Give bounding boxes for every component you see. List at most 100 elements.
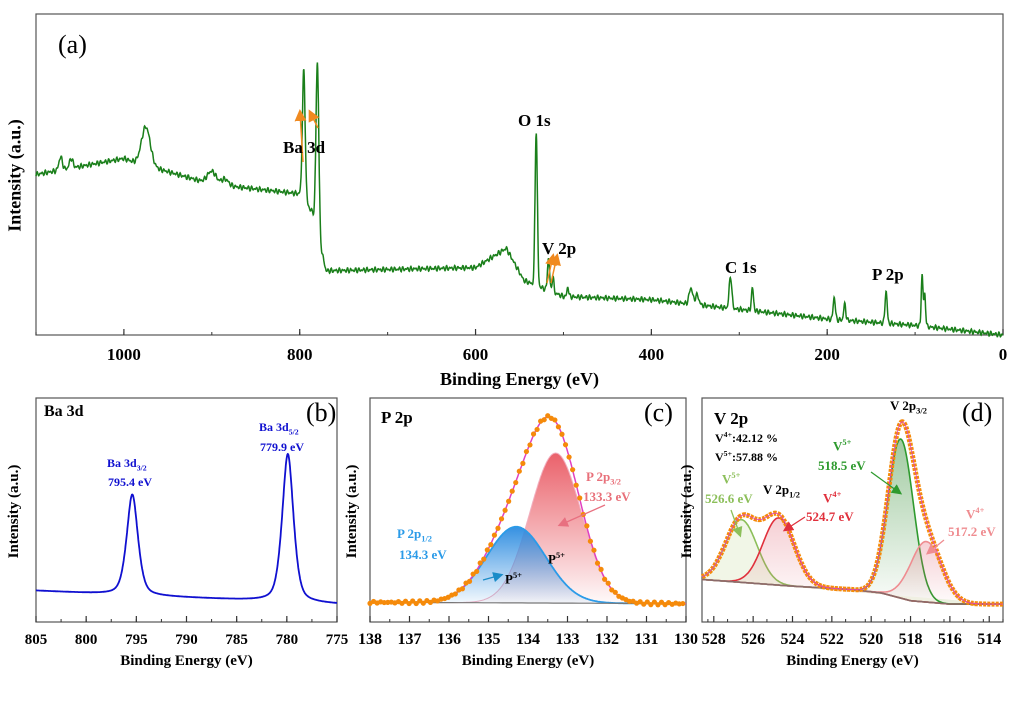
annotation-arrow xyxy=(308,109,320,129)
data-point xyxy=(513,479,519,486)
state-sup: 5+ xyxy=(555,550,565,560)
x-tick-label: 138 xyxy=(358,631,382,648)
state-p5-b: P5+ xyxy=(548,550,565,567)
x-tick-label: 132 xyxy=(595,631,619,648)
x-tick-label: 780 xyxy=(276,632,299,648)
panel-label-d: (d) xyxy=(962,398,993,427)
data-point xyxy=(413,600,419,607)
state-text: V xyxy=(966,506,976,522)
data-point xyxy=(584,523,590,529)
ion: V xyxy=(715,431,724,445)
group-v2p12: V 2p1/2 xyxy=(763,483,800,499)
state-sup: 4+ xyxy=(975,505,985,515)
state-v5-526: V5+ xyxy=(722,471,740,486)
x-tick-label: 135 xyxy=(477,631,501,648)
x-tick-label: 514 xyxy=(977,631,1001,648)
state-p5-a: P5+ xyxy=(505,570,522,587)
ba3d-spectrum-line xyxy=(36,452,337,604)
data-point xyxy=(562,442,569,448)
title-c: P 2p xyxy=(381,408,413,427)
label-sub: 1/2 xyxy=(789,489,800,500)
ion-sup: 5+ xyxy=(723,449,733,458)
state-text: P xyxy=(505,571,513,587)
x-tick-label: 133 xyxy=(556,631,580,648)
ratio-v5: V5+:57.88 % xyxy=(715,450,778,463)
state-v5-518: V5+ xyxy=(833,438,851,454)
data-point xyxy=(466,578,473,584)
data-point xyxy=(577,495,583,501)
state-text: V xyxy=(833,438,843,454)
annotation-p2p: P 2p xyxy=(872,265,904,284)
energy-v4-517: 517.2 eV xyxy=(948,524,996,539)
x-tick-label: 790 xyxy=(175,632,198,648)
data-point xyxy=(534,426,540,433)
data-point xyxy=(552,417,558,423)
peak-label-ba-795: Ba 3d3/2 xyxy=(107,457,147,472)
data-point xyxy=(559,431,565,437)
panel-label-c: (c) xyxy=(644,398,673,427)
panel-label-b: (b) xyxy=(306,398,337,427)
annotation-c1s: C 1s xyxy=(725,258,757,277)
label-text: Ba 3d xyxy=(259,420,289,434)
label-text: Ba 3d xyxy=(107,456,137,470)
energy-p2p12: 134.3 eV xyxy=(399,547,447,562)
x-tick-label: 520 xyxy=(859,631,883,648)
data-point xyxy=(541,417,547,423)
annotation-arrow xyxy=(730,509,743,538)
x-tick-label: 795 xyxy=(125,632,148,648)
title-d: V 2p xyxy=(714,409,749,428)
envelope-line xyxy=(701,421,1003,605)
data-point xyxy=(527,442,533,448)
annotation-arrow xyxy=(557,504,606,527)
data-point xyxy=(520,460,526,466)
data-point xyxy=(644,599,650,605)
energy-p2p32: 133.3 eV xyxy=(583,489,631,504)
ratio-value: :42.12 % xyxy=(732,431,779,445)
energy-v5-518: 518.5 eV xyxy=(818,458,866,473)
peak-energy-ba-795: 795.4 eV xyxy=(108,476,152,488)
x-tick-label: 134 xyxy=(516,631,540,648)
data-point xyxy=(484,547,490,553)
data-point xyxy=(470,571,476,577)
survey-spectrum-line xyxy=(35,62,1004,338)
label-p2p12: P 2p1/2 xyxy=(397,527,432,543)
label-text: P 2p xyxy=(397,526,422,541)
annotation-o1s: O 1s xyxy=(518,111,551,130)
data-point xyxy=(477,560,483,566)
component-fill xyxy=(702,517,1003,605)
ratio-v4: V4+:42.12 % xyxy=(715,431,778,444)
ylabel-d: Intensity (a.u.) xyxy=(679,464,695,559)
data-point xyxy=(591,547,597,553)
data-point xyxy=(555,424,562,430)
x-tick-label: 400 xyxy=(639,345,665,364)
energy-text: 795.4 eV xyxy=(108,475,152,489)
peak-label-ba-780: Ba 3d5/2 xyxy=(259,421,299,436)
x-tick-label: 805 xyxy=(25,632,48,648)
data-point xyxy=(612,589,618,595)
x-tick-label: 526 xyxy=(741,631,765,648)
ylabel-b: Intensity (a.u.) xyxy=(6,464,22,559)
x-tick-label: 775 xyxy=(326,632,349,648)
state-v4-524: V4+ xyxy=(823,490,841,505)
label-sub: 3/2 xyxy=(610,476,622,487)
state-v4-517: V4+ xyxy=(966,505,985,522)
annotation-arrow xyxy=(294,109,307,163)
data-point xyxy=(545,413,551,419)
data-point xyxy=(566,454,572,460)
data-point xyxy=(498,516,505,522)
x-tick-label: 785 xyxy=(225,632,248,648)
x-tick-label: 800 xyxy=(75,632,98,648)
component-fill xyxy=(370,453,686,604)
label-text: P 2p xyxy=(586,469,611,484)
state-sup: 5+ xyxy=(512,570,522,580)
state-text: P xyxy=(548,551,556,567)
annotation-arrow xyxy=(870,471,903,495)
x-tick-label: 0 xyxy=(999,345,1008,364)
x-tick-label: 1000 xyxy=(107,345,141,364)
annotation-arrow xyxy=(782,516,806,532)
x-tick-label: 518 xyxy=(899,631,923,648)
label-sub: 1/2 xyxy=(421,533,433,544)
label-sub: 5/2 xyxy=(288,427,299,437)
data-point xyxy=(573,482,579,488)
